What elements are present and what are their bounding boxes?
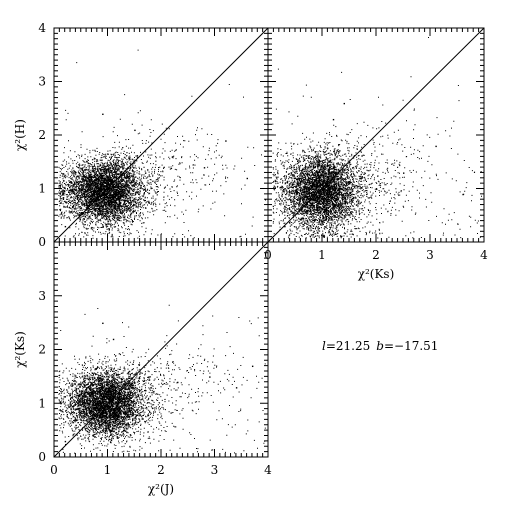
scatter-point [332, 118, 335, 121]
scatter-point [86, 414, 88, 416]
scatter-point [209, 376, 211, 378]
scatter-point [203, 167, 206, 169]
x-tick-label: 4 [264, 463, 272, 477]
galactic-b-symbol: b [376, 339, 384, 353]
galactic-b-value: =−17.51 [384, 339, 438, 353]
identity-line [53, 241, 269, 458]
y-tick-label: 1 [38, 396, 46, 410]
galactic-l-symbol: l [322, 339, 326, 353]
y-tick-label: 3 [38, 289, 46, 303]
y-axis-label: χ²(H) [13, 119, 27, 151]
scatter-point [96, 403, 99, 405]
scatter-cloud [272, 37, 482, 239]
scatter-point [107, 188, 109, 190]
scatter-density [272, 37, 482, 239]
x-axis-label: χ²(Ks) [358, 267, 395, 281]
scatter-point [86, 204, 88, 206]
scatter-point [134, 392, 136, 394]
x-tick-label: 4 [480, 248, 488, 262]
axis-ticks [267, 27, 485, 243]
y-tick-label: 2 [38, 128, 46, 142]
scatter-point [107, 397, 109, 400]
x-tick-label: 2 [372, 248, 380, 262]
y-axis-label: χ²(Ks) [13, 331, 27, 368]
panel-chi2-ks-vs-chi2-j: 0 1 2 3 4 0 1 2 3 χ²(J) χ²(Ks) [13, 241, 272, 496]
scatter-density [58, 304, 266, 454]
x-tick-label: 1 [104, 463, 112, 477]
identity-line [53, 27, 269, 243]
y-tick-label: 2 [38, 343, 46, 357]
y-tick-label: 3 [38, 75, 46, 89]
scatter-point [171, 156, 174, 158]
scatter-cloud [58, 49, 267, 239]
scatter-point [96, 193, 99, 196]
scatter-point [327, 177, 329, 180]
scatter-density [58, 49, 267, 239]
x-tick-label: 3 [211, 463, 219, 477]
scatter-point [64, 440, 67, 443]
scatter-point [251, 365, 254, 368]
scatter-point [150, 387, 152, 389]
x-tick-label: 1 [318, 248, 326, 262]
galactic-l-value: =21.25 [326, 339, 370, 353]
y-tick-label: 4 [38, 21, 46, 35]
scatter-point [102, 322, 104, 325]
scatter-point [118, 403, 120, 405]
scatter-point [403, 172, 405, 174]
y-tick-label: 0 [38, 450, 46, 464]
scatter-point [102, 113, 104, 115]
identity-line [267, 27, 485, 243]
scatter-point [359, 177, 362, 180]
scatter-point [311, 199, 313, 201]
scatter-point [118, 183, 120, 185]
y-tick-label: 0 [38, 235, 46, 249]
scatter-point [246, 177, 248, 180]
scatter-point [235, 387, 238, 389]
x-axis-label: χ²(J) [148, 482, 174, 496]
scatter-point [322, 188, 324, 190]
panel-chi2-h-vs-chi2-j: 0 1 2 3 4 χ²(H) [13, 21, 269, 249]
axis-ticks [53, 241, 269, 458]
axis-ticks [53, 27, 269, 243]
scatter-point [144, 172, 147, 174]
scatter-point [177, 381, 179, 384]
scatter-point [295, 209, 297, 212]
x-tick-label: 3 [426, 248, 434, 262]
scatter-point [338, 172, 340, 174]
x-tick-label: 0 [50, 463, 58, 477]
scatter-point [75, 424, 77, 427]
scatter-cloud [58, 304, 266, 454]
scatter-point [112, 338, 115, 341]
scatter-point [343, 102, 345, 105]
scatter-point [284, 225, 286, 228]
scatter-point [349, 161, 351, 164]
scatter-point [376, 188, 378, 190]
scatter-point [75, 215, 77, 217]
x-tick-label: 2 [157, 463, 165, 477]
scatter-point [134, 129, 136, 132]
scatter-point [435, 145, 437, 148]
scatter-point [128, 177, 131, 180]
field-coordinates-annotation: l=21.25 b=−17.51 [322, 339, 438, 353]
scatter-point [64, 225, 67, 228]
panel-chi2-h-vs-chi2-ks: 0 1 2 3 4χ²(Ks) [264, 27, 488, 281]
y-tick-label: 1 [38, 182, 46, 196]
scatter-point [225, 140, 227, 142]
scatter-point [462, 193, 464, 196]
